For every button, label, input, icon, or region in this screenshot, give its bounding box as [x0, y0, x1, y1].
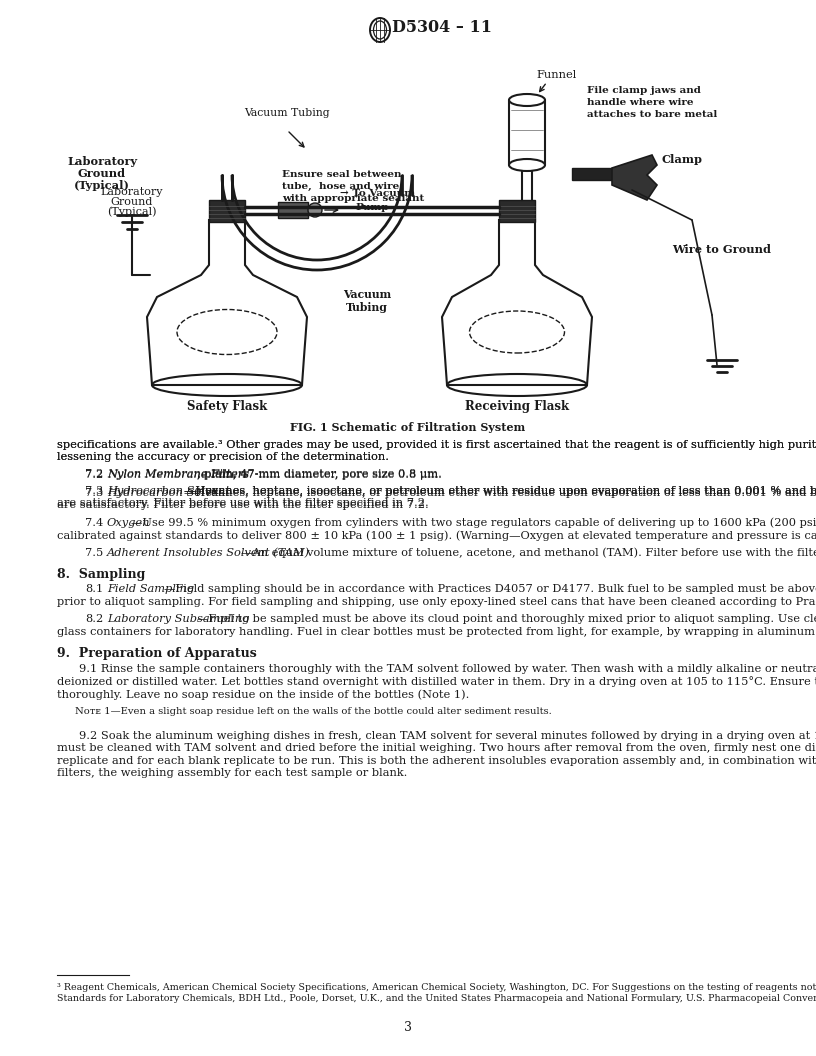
Text: Clamp: Clamp: [662, 154, 703, 165]
Text: are satisfactory. Filter before use with the filter specified in 7.2.: are satisfactory. Filter before use with…: [57, 498, 428, 508]
Ellipse shape: [308, 203, 322, 216]
Text: —Use 99.5 % minimum oxygen from cylinders with two stage regulators capable of d: —Use 99.5 % minimum oxygen from cylinder…: [131, 517, 816, 528]
Text: Laboratory: Laboratory: [67, 156, 137, 167]
Text: 8.2: 8.2: [85, 615, 104, 624]
Text: 9.2 Soak the aluminum weighing dishes in fresh, clean TAM solvent for several mi: 9.2 Soak the aluminum weighing dishes in…: [79, 731, 816, 741]
Text: Standards for Laboratory Chemicals, BDH Ltd., Poole, Dorset, U.K., and the Unite: Standards for Laboratory Chemicals, BDH …: [57, 994, 816, 1002]
Text: 7.4: 7.4: [85, 517, 104, 528]
Text: Hydrocarbon Solvent: Hydrocarbon Solvent: [107, 488, 230, 497]
Text: filters, the weighing assembly for each test sample or blank.: filters, the weighing assembly for each …: [57, 768, 407, 778]
Text: (Typical): (Typical): [74, 180, 130, 191]
Text: , plain, 47-mm diameter, pore size 0.8 μm.: , plain, 47-mm diameter, pore size 0.8 μ…: [197, 470, 441, 480]
Bar: [278, 202, 308, 218]
Text: → To Vacuum: → To Vacuum: [340, 189, 415, 199]
Text: (Typical): (Typical): [107, 206, 157, 216]
Text: Wire to Ground: Wire to Ground: [672, 244, 771, 254]
Text: —An equal volume mixture of toluene, acetone, and methanol (TAM). Filter before : —An equal volume mixture of toluene, ace…: [242, 547, 816, 558]
Text: ³ Reagent Chemicals, American Chemical Society Specifications, American Chemical: ³ Reagent Chemicals, American Chemical S…: [57, 983, 816, 992]
Text: Ensure seal between: Ensure seal between: [282, 170, 401, 180]
Polygon shape: [612, 155, 657, 200]
Text: Laboratory Subsampling: Laboratory Subsampling: [107, 615, 250, 624]
Text: 7.3: 7.3: [85, 488, 104, 497]
Text: lessening the accuracy or precision of the determination.: lessening the accuracy or precision of t…: [57, 453, 389, 463]
Text: specifications are available.³ Other grades may be used, provided it is first as: specifications are available.³ Other gra…: [57, 440, 816, 450]
Text: 7.2: 7.2: [85, 470, 104, 480]
Text: 8.1: 8.1: [85, 585, 104, 595]
Text: 8.  Sampling: 8. Sampling: [57, 568, 145, 581]
Text: deionized or distilled water. Let bottles stand overnight with distilled water i: deionized or distilled water. Let bottle…: [57, 677, 816, 687]
Text: —Hexanes, heptane, isooctane, or petroleum ether with residue upon evaporation o: —Hexanes, heptane, isooctane, or petrole…: [184, 486, 816, 496]
Text: calibrated against standards to deliver 800 ± 10 kPa (100 ± 1 psig). (Warning—Ox: calibrated against standards to deliver …: [57, 530, 816, 541]
Text: glass containers for laboratory handling. Fuel in clear bottles must be protecte: glass containers for laboratory handling…: [57, 627, 816, 637]
Text: Ground: Ground: [78, 168, 126, 180]
Text: Receiving Flask: Receiving Flask: [465, 400, 569, 413]
Text: Nylon Membrane Filters: Nylon Membrane Filters: [107, 469, 249, 479]
Text: Nᴏᴛᴇ 1—Even a slight soap residue left on the walls of the bottle could alter se: Nᴏᴛᴇ 1—Even a slight soap residue left o…: [75, 708, 552, 717]
Text: thoroughly. Leave no soap residue on the inside of the bottles (Note 1).: thoroughly. Leave no soap residue on the…: [57, 689, 469, 699]
Bar: [209, 200, 245, 222]
Text: , plain, 47-mm diameter, pore size 0.8 μm.: , plain, 47-mm diameter, pore size 0.8 μ…: [197, 469, 441, 479]
Text: replicate and for each blank replicate to be run. This is both the adherent inso: replicate and for each blank replicate t…: [57, 755, 816, 766]
Text: lessening the accuracy or precision of the determination.: lessening the accuracy or precision of t…: [57, 453, 389, 463]
Text: are satisfactory. Filter before use with the filter specified in 7.2.: are satisfactory. Filter before use with…: [57, 499, 428, 510]
Text: prior to aliquot sampling. For field sampling and shipping, use only epoxy-lined: prior to aliquot sampling. For field sam…: [57, 597, 816, 607]
Text: Adherent Insolubles Solvent (TAM): Adherent Insolubles Solvent (TAM): [107, 547, 310, 558]
Text: Oxygen: Oxygen: [107, 517, 150, 528]
Text: —Field sampling should be in accordance with Practices D4057 or D4177. Bulk fuel: —Field sampling should be in accordance …: [164, 585, 816, 595]
Text: with appropriate sealant: with appropriate sealant: [282, 194, 424, 203]
Text: Tubing: Tubing: [346, 302, 388, 313]
Text: Vacuum: Vacuum: [343, 289, 391, 300]
Text: must be cleaned with TAM solvent and dried before the initial weighing. Two hour: must be cleaned with TAM solvent and dri…: [57, 743, 816, 753]
Text: Hydrocarbon Solvent: Hydrocarbon Solvent: [107, 486, 230, 495]
Text: —Hexanes, heptane, isooctane, or petroleum ether with residue upon evaporation o: —Hexanes, heptane, isooctane, or petrole…: [184, 486, 816, 496]
Text: 9.1 Rinse the sample containers thoroughly with the TAM solvent followed by wate: 9.1 Rinse the sample containers thorough…: [79, 664, 816, 674]
Text: attaches to bare metal: attaches to bare metal: [587, 110, 717, 119]
Text: 3: 3: [404, 1021, 412, 1034]
Text: Pump: Pump: [355, 203, 388, 212]
Text: tube,  hose and wire: tube, hose and wire: [282, 182, 399, 191]
Text: Ground: Ground: [111, 197, 153, 207]
Text: Safety Flask: Safety Flask: [187, 400, 267, 413]
Text: 7.3: 7.3: [85, 486, 104, 495]
Text: 7.5: 7.5: [85, 547, 104, 558]
Text: specifications are available.³ Other grades may be used, provided it is first as: specifications are available.³ Other gra…: [57, 440, 816, 450]
Text: Vacuum Tubing: Vacuum Tubing: [244, 108, 330, 118]
Text: —Fuel to be sampled must be above its cloud point and thoroughly mixed prior to : —Fuel to be sampled must be above its cl…: [197, 615, 816, 624]
Text: FIG. 1 Schematic of Filtration System: FIG. 1 Schematic of Filtration System: [290, 422, 526, 433]
Text: Laboratory: Laboratory: [100, 187, 163, 197]
Text: 9.  Preparation of Apparatus: 9. Preparation of Apparatus: [57, 647, 257, 660]
Text: 7.2: 7.2: [85, 469, 104, 479]
Text: Nylon Membrane Filters: Nylon Membrane Filters: [107, 470, 249, 480]
Text: Field Sampling: Field Sampling: [107, 585, 194, 595]
Text: —Hexanes, heptane, isooctane, or petroleum ether with residue upon evaporation o: —Hexanes, heptane, isooctane, or petrole…: [184, 488, 816, 498]
Bar: [572, 168, 612, 180]
Text: D5304 – 11: D5304 – 11: [392, 19, 492, 36]
Text: handle where wire: handle where wire: [587, 98, 694, 107]
Bar: [499, 200, 535, 222]
Text: File clamp jaws and: File clamp jaws and: [587, 86, 701, 95]
Text: Funnel: Funnel: [537, 70, 577, 80]
